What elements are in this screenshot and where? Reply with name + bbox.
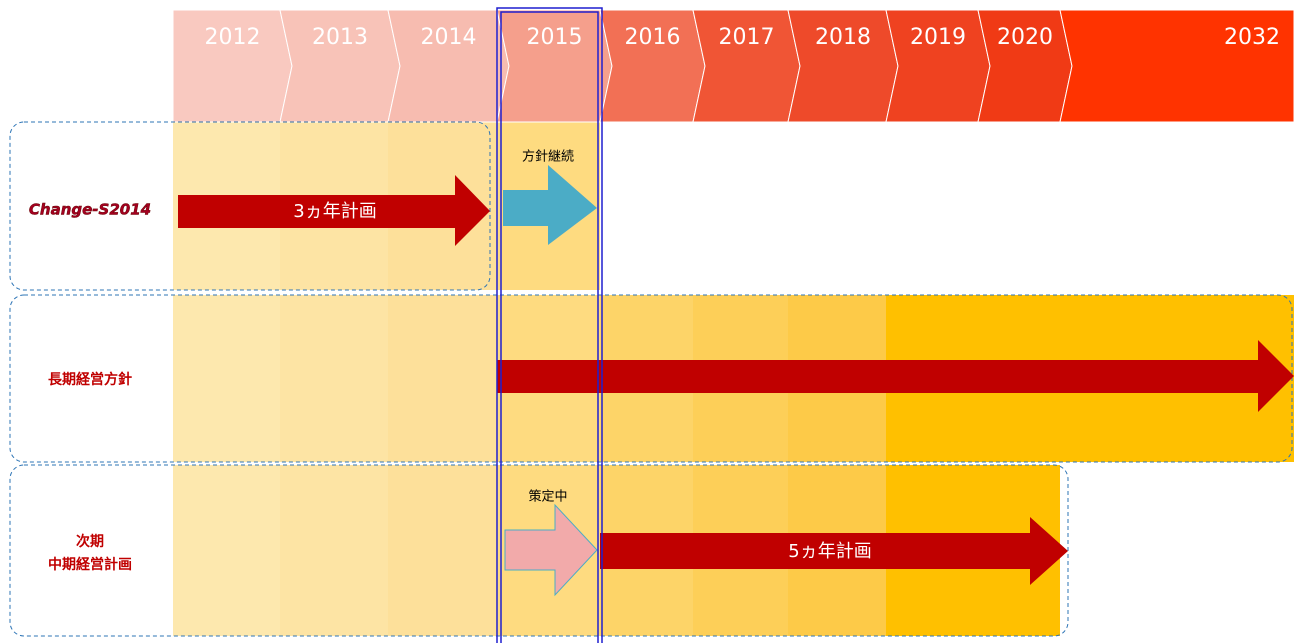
column-fill <box>173 465 280 636</box>
arrow-note: 方針継続 <box>522 149 574 165</box>
row-frame <box>9 464 1069 637</box>
year-label: 2019 <box>910 25 966 50</box>
column-fill <box>388 465 497 636</box>
row-label: 中期経営計画 <box>48 556 132 573</box>
policy-arrow <box>497 340 1294 412</box>
plan-arrow <box>600 517 1068 585</box>
row-frame <box>9 121 491 291</box>
row-label: 長期経営方針 <box>48 371 132 388</box>
current-year-highlight <box>500 11 599 643</box>
year-label: 2017 <box>719 25 775 50</box>
drafting-arrow <box>504 503 598 597</box>
year-label: 2014 <box>421 25 477 50</box>
year-label: 2015 <box>527 25 583 50</box>
arrow-note: 策定中 <box>528 489 567 505</box>
year-label: 2012 <box>205 25 261 50</box>
year-chevron <box>1059 9 1294 123</box>
plan-arrow <box>178 175 490 246</box>
year-label: 2013 <box>312 25 368 50</box>
year-header: 2012 2013 2014 2015 2016 2017 2018 2019 2020 2032 <box>172 9 1294 123</box>
column-fill <box>388 295 497 462</box>
current-year-highlight <box>496 7 603 643</box>
continue-arrow <box>503 165 597 245</box>
arrow-label: 5ヵ年計画 <box>788 541 871 562</box>
row-label: Change-S2014 <box>29 201 151 219</box>
year-label: 2020 <box>997 25 1053 50</box>
column-backgrounds <box>173 122 1294 636</box>
year-label: 2018 <box>815 25 871 50</box>
column-fill <box>280 465 388 636</box>
column-fill <box>280 295 388 462</box>
column-fill <box>173 295 280 462</box>
row-label: 次期 <box>76 533 104 550</box>
arrow-label: 3ヵ年計画 <box>293 201 376 222</box>
year-label: 2016 <box>625 25 681 50</box>
year-label: 2032 <box>1224 25 1280 50</box>
row-frame <box>9 294 1293 463</box>
